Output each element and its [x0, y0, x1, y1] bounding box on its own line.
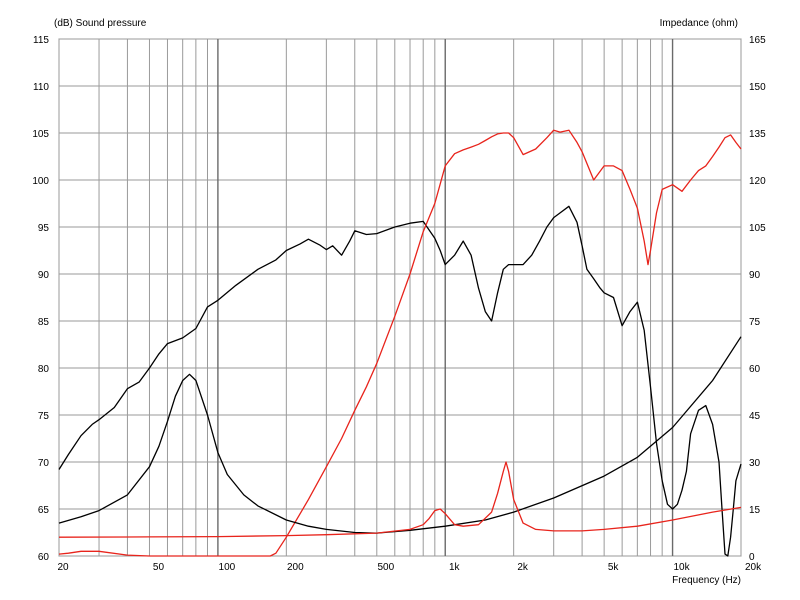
- series-line-1: [58, 205, 742, 557]
- y-left-tick-label: 75: [38, 411, 50, 422]
- right-axis-label: Impedance (ohm): [660, 18, 738, 29]
- left-axis-label: (dB) Sound pressure: [54, 18, 147, 29]
- x-tick-label: 2k: [517, 562, 529, 573]
- y-right-tick-label: 60: [749, 364, 761, 375]
- x-tick-label: 100: [219, 562, 236, 573]
- plot-frame: [58, 38, 742, 557]
- y-left-tick-label: 115: [33, 35, 49, 46]
- y-right-tick-label: 150: [749, 82, 766, 93]
- series-line-2: [58, 129, 742, 557]
- y-left-tick-label: 110: [33, 82, 49, 93]
- x-tick-label: 20: [57, 562, 69, 573]
- y-left-tick-label: 70: [38, 458, 50, 469]
- y-left-tick-label: 65: [38, 505, 50, 516]
- y-left-tick-label: 95: [38, 223, 50, 234]
- y-left-tick-label: 60: [38, 552, 50, 563]
- y-left-tick-label: 85: [38, 317, 50, 328]
- x-tick-label: 20k: [745, 562, 762, 573]
- x-tick-label: 500: [377, 562, 394, 573]
- y-right-tick-label: 15: [749, 505, 761, 516]
- y-left-tick-label: 100: [32, 176, 49, 187]
- plot-area: [58, 38, 742, 557]
- y-left-tick-label: 105: [32, 129, 49, 140]
- y-right-tick-label: 120: [749, 176, 766, 187]
- y-right-tick-label: 90: [749, 270, 761, 281]
- y-right-tick-label: 30: [749, 458, 761, 469]
- y-right-tick-label: 105: [749, 223, 766, 234]
- y-right-tick-label: 135: [749, 129, 766, 140]
- x-tick-label: 200: [287, 562, 304, 573]
- y-right-tick-label: 165: [749, 35, 766, 46]
- x-tick-label: 1k: [449, 562, 461, 573]
- series-line-3: [58, 336, 742, 534]
- y-right-tick-label: 0: [749, 552, 755, 563]
- series-group: [58, 129, 742, 557]
- y-left-tick-label: 80: [38, 364, 50, 375]
- y-right-tick-label: 45: [749, 411, 761, 422]
- x-tick-label: 5k: [608, 562, 620, 573]
- series-line-4: [58, 461, 742, 538]
- y-left-tick-label: 90: [38, 270, 50, 281]
- tick-labels: 1151101051009590858075706560165150135120…: [32, 35, 766, 573]
- y-right-tick-label: 75: [749, 317, 761, 328]
- x-axis-label: Frequency (Hz): [672, 575, 741, 586]
- x-tick-label: 10k: [674, 562, 691, 573]
- x-tick-label: 50: [153, 562, 165, 573]
